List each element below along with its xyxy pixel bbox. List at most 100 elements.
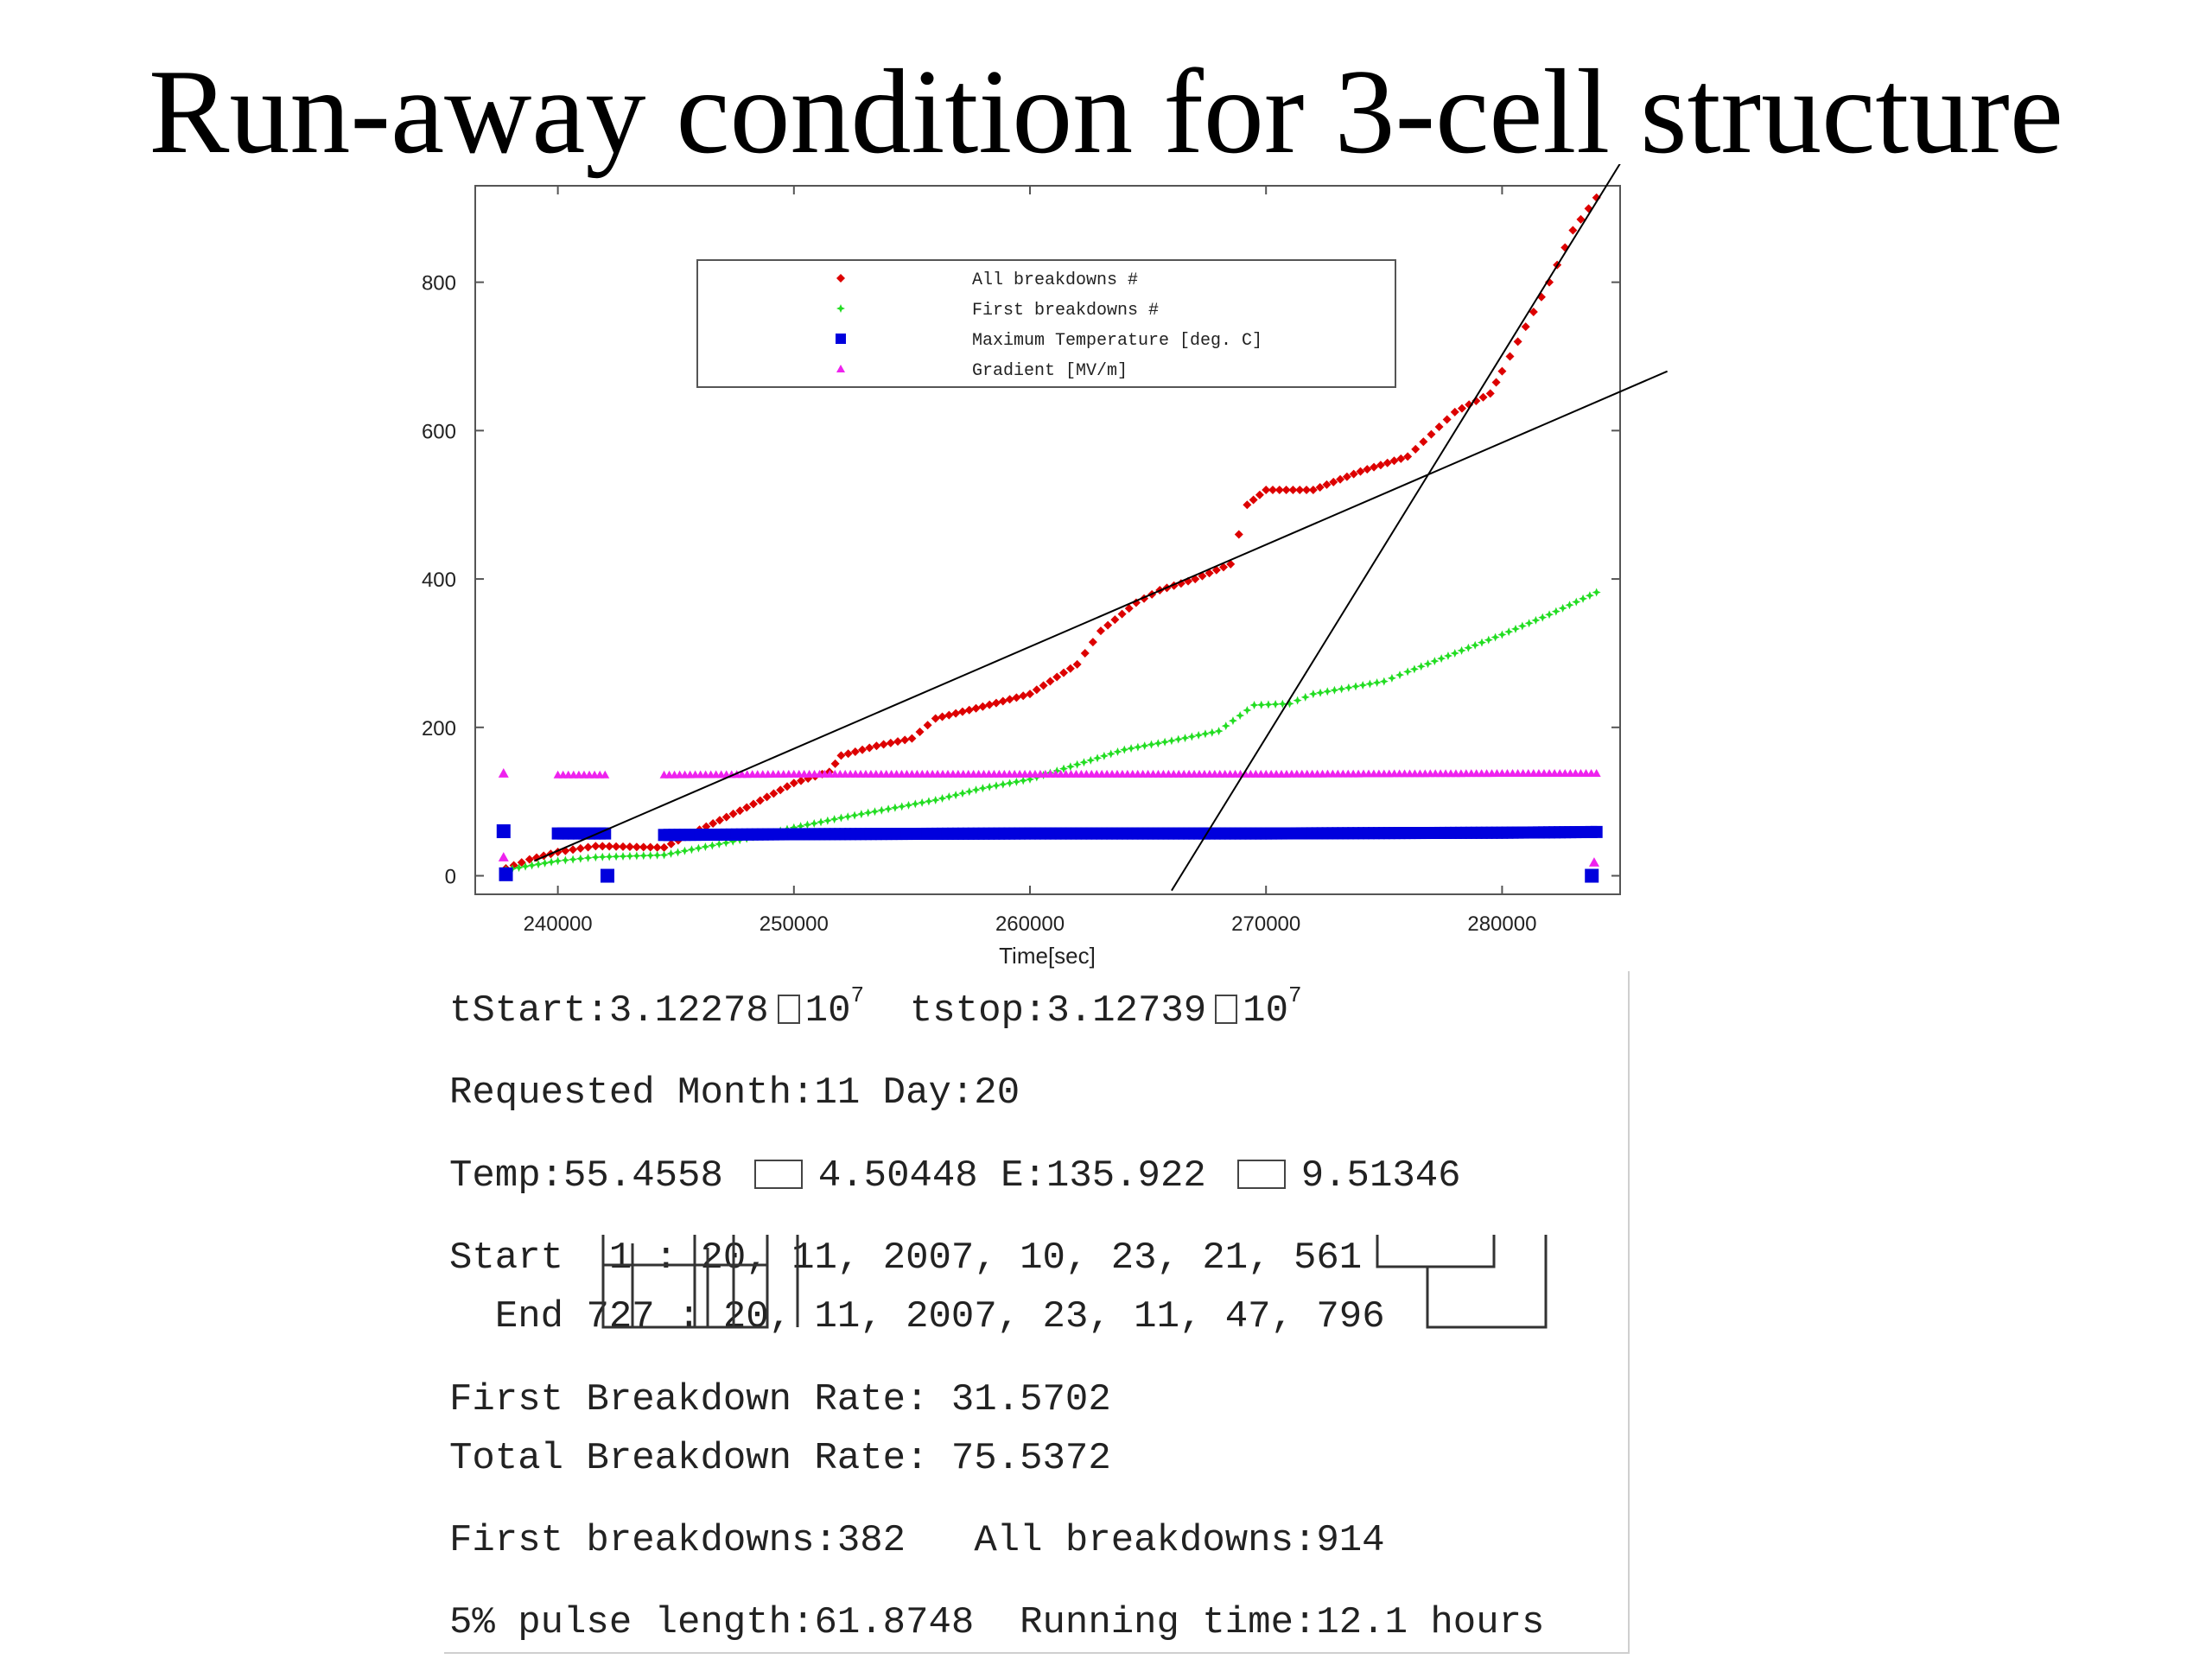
data-point — [1356, 467, 1365, 476]
data-point — [836, 751, 846, 760]
data-point — [1005, 695, 1014, 704]
data-point — [1187, 732, 1197, 741]
data-point — [1363, 465, 1372, 474]
data-point — [911, 799, 920, 809]
data-point — [605, 852, 614, 861]
data-point — [769, 789, 779, 798]
data-point — [1545, 610, 1554, 620]
data-point — [971, 785, 981, 795]
data-point — [1093, 753, 1103, 763]
data-point — [971, 703, 981, 713]
data-point — [1271, 700, 1281, 709]
time-range-row: tStart:3.12278 107 tstop:3.12739 107 — [449, 984, 1302, 1033]
data-point — [1545, 277, 1554, 287]
data-point — [619, 842, 628, 851]
legend-marker — [836, 334, 846, 344]
data-point — [1120, 745, 1129, 754]
data-point — [1234, 530, 1243, 539]
data-point — [1228, 716, 1237, 726]
data-point — [708, 841, 717, 850]
x-tick-label: 270000 — [1231, 912, 1300, 936]
data-point — [575, 854, 585, 863]
data-point — [728, 836, 738, 846]
data-point — [1194, 730, 1204, 740]
data-point — [810, 818, 819, 828]
data-point — [1538, 613, 1548, 622]
data-point — [514, 863, 524, 873]
pulse-row: 5% pulse length:61.8748 Running time:12.… — [449, 1600, 1544, 1645]
data-point — [1565, 601, 1574, 610]
axis-ticks: 240000 250000 260000 270000 280000 0 200 400 600… — [422, 186, 1620, 936]
data-point — [639, 851, 648, 861]
temp-field-row: Temp:55.4558 4.50448 E:135.922 9.51346 — [449, 1154, 1461, 1198]
slide-title: Run-away condition for 3-cell structure — [149, 45, 2063, 179]
times-ten: 10 — [1243, 989, 1288, 1033]
data-point — [957, 707, 967, 716]
data-point — [1263, 700, 1273, 709]
data-point — [1330, 685, 1339, 695]
all-breakdowns-count: All breakdowns:914 — [974, 1519, 1385, 1562]
data-point — [1389, 456, 1399, 466]
data-point — [645, 851, 655, 861]
data-point — [1103, 620, 1113, 630]
data-point — [1337, 684, 1346, 694]
plot-frame — [474, 185, 1621, 895]
data-point — [823, 816, 832, 825]
data-point — [553, 856, 563, 866]
data-point — [715, 839, 724, 849]
data-point — [1249, 701, 1259, 710]
data-point — [1147, 740, 1156, 749]
tstart-exponent: 7 — [850, 982, 865, 1008]
end-day: 20 — [722, 1295, 769, 1338]
data-point — [1521, 322, 1530, 332]
times-ten: 10 — [804, 989, 851, 1033]
data-point — [951, 709, 961, 718]
data-point — [951, 791, 961, 800]
data-point — [1117, 609, 1127, 619]
data-point — [1572, 597, 1581, 607]
data-point — [1133, 742, 1142, 752]
requested-date: Requested Month:11 Day:20 — [449, 1071, 1020, 1115]
data-point — [944, 710, 954, 720]
start-rest: , 2007, 10, 23, 21, 561 — [836, 1236, 1363, 1280]
data-point — [907, 734, 917, 743]
data-point — [605, 842, 614, 851]
data-point — [666, 839, 676, 849]
data-point — [1411, 444, 1421, 454]
readout-panel: tStart:3.12278 107 tstop:3.12739 107 Reque… — [444, 971, 1630, 1654]
data-point — [797, 776, 806, 785]
data-point — [748, 799, 758, 809]
data-point — [1443, 652, 1452, 661]
legend-marker — [836, 304, 845, 313]
data-point — [1274, 486, 1284, 495]
data-point — [1278, 699, 1287, 709]
start-index: 1 — [608, 1236, 632, 1280]
data-point — [1065, 664, 1075, 673]
data-point — [569, 855, 578, 864]
end-label: End — [494, 1295, 564, 1338]
data-point — [1590, 825, 1603, 838]
data-point — [1427, 429, 1436, 439]
data-point — [1088, 638, 1097, 647]
data-point — [1379, 677, 1389, 686]
data-point — [575, 843, 585, 853]
data-point — [1096, 626, 1105, 636]
data-point — [1497, 366, 1507, 376]
data-point — [1505, 352, 1515, 361]
data-point — [1504, 627, 1514, 637]
data-point — [735, 806, 745, 816]
data-point — [599, 827, 612, 840]
start-colon: : — [654, 1236, 678, 1280]
data-point — [944, 792, 954, 802]
data-point — [1370, 462, 1379, 472]
data-point — [985, 782, 995, 791]
first-breakdowns-count: First breakdowns:382 — [449, 1519, 906, 1562]
data-point — [1585, 591, 1594, 601]
data-point — [1531, 615, 1541, 625]
data-point — [1365, 679, 1375, 689]
data-point — [1396, 454, 1406, 463]
data-point — [957, 789, 967, 798]
data-point — [1517, 621, 1527, 631]
data-point — [645, 842, 655, 852]
start-row: Start 1 : 20, 11, 2007, 10, 23, 21, 561 — [449, 1236, 1363, 1280]
